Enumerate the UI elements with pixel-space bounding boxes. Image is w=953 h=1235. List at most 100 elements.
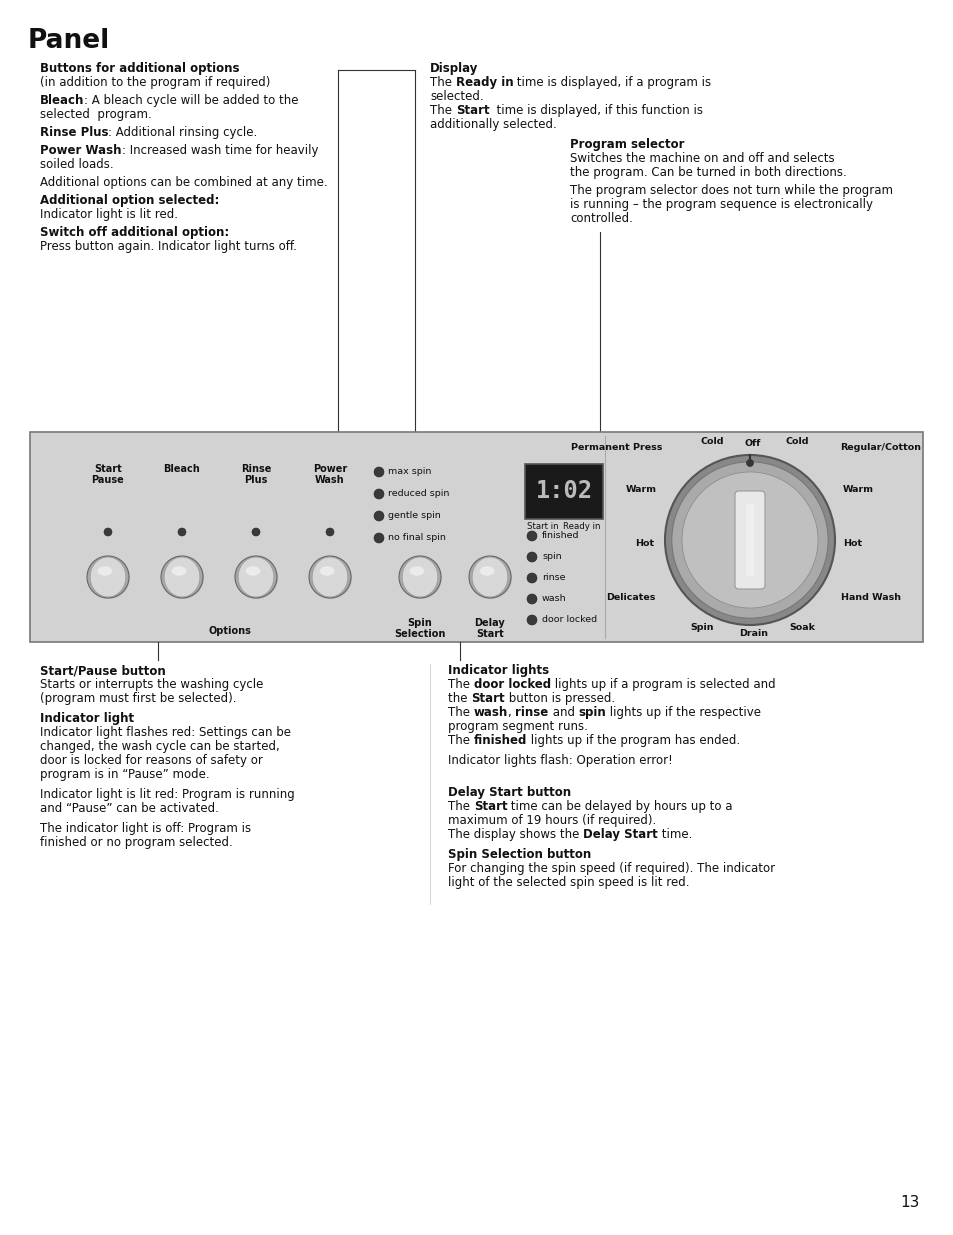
Circle shape [526,531,537,541]
Text: and “Pause” can be activated.: and “Pause” can be activated. [40,802,218,815]
Text: Indicator light is lit red: Program is running: Indicator light is lit red: Program is r… [40,788,294,802]
Ellipse shape [319,567,334,576]
Text: The: The [448,800,474,813]
Text: light of the selected spin speed is lit red.: light of the selected spin speed is lit … [448,876,689,889]
Text: ,: , [507,706,515,719]
Text: is running – the program sequence is electronically: is running – the program sequence is ele… [569,198,872,211]
Text: The indicator light is off: Program is: The indicator light is off: Program is [40,823,251,835]
Text: Hot: Hot [842,540,862,548]
Circle shape [374,467,384,477]
Text: Power Wash: Power Wash [40,144,121,157]
Circle shape [526,594,537,604]
Text: program segment runs.: program segment runs. [448,720,587,734]
Text: door locked: door locked [474,678,550,692]
Text: The: The [430,104,456,117]
Ellipse shape [472,557,507,597]
Text: reduced spin: reduced spin [388,489,449,498]
Text: Switch off additional option:: Switch off additional option: [40,226,229,240]
Text: Regular/Cotton: Regular/Cotton [840,443,920,452]
Circle shape [399,557,441,599]
Text: finished or no program selected.: finished or no program selected. [40,836,233,848]
Ellipse shape [90,557,126,597]
Text: Indicator light: Indicator light [40,713,134,725]
Text: The: The [448,678,474,692]
Circle shape [374,534,384,543]
Text: button is pressed.: button is pressed. [504,692,615,705]
Text: and: and [548,706,578,719]
Text: the program. Can be turned in both directions.: the program. Can be turned in both direc… [569,165,846,179]
Text: rinse: rinse [541,573,565,582]
Circle shape [374,511,384,521]
Text: Display: Display [430,62,477,75]
Text: Spin: Spin [690,624,713,632]
Text: Bleach: Bleach [164,464,200,474]
Circle shape [104,529,112,536]
Text: Pause: Pause [91,475,124,485]
Text: Delay Start: Delay Start [582,827,658,841]
Ellipse shape [238,557,274,597]
Text: Wash: Wash [314,475,344,485]
Text: Start: Start [456,104,489,117]
Bar [745,504,753,576]
Text: maximum of 19 hours (if required).: maximum of 19 hours (if required). [448,814,656,827]
Text: Starts or interrupts the washing cycle: Starts or interrupts the washing cycle [40,678,263,692]
Text: time.: time. [658,827,692,841]
Text: Start in: Start in [526,522,558,531]
Text: : Additional rinsing cycle.: : Additional rinsing cycle. [109,126,257,140]
Text: time can be delayed by hours up to a: time can be delayed by hours up to a [507,800,732,813]
Bar [30,432,923,642]
Text: Cold: Cold [784,437,808,447]
Text: 1:02: 1:02 [535,479,592,504]
Text: lights up if the respective: lights up if the respective [605,706,760,719]
Text: Buttons for additional options: Buttons for additional options [40,62,239,75]
Text: selected  program.: selected program. [40,107,152,121]
Text: selected.: selected. [430,90,483,103]
Circle shape [526,573,537,583]
Text: controlled.: controlled. [569,212,632,225]
Text: door is locked for reasons of safety or: door is locked for reasons of safety or [40,755,263,767]
Text: (program must first be selected).: (program must first be selected). [40,692,236,705]
Text: The: The [448,706,474,719]
Text: Program selector: Program selector [569,138,684,151]
Text: The display shows the: The display shows the [448,827,582,841]
Ellipse shape [409,567,424,576]
Text: rinse: rinse [515,706,548,719]
Text: wash: wash [541,594,566,603]
Text: Delicates: Delicates [606,593,656,601]
Text: Ready in: Ready in [563,522,600,531]
Text: time is displayed, if a program is: time is displayed, if a program is [513,77,711,89]
Text: Delay: Delay [475,618,505,629]
Bar [524,464,602,519]
Text: Additional option selected:: Additional option selected: [40,194,219,207]
Circle shape [469,556,511,598]
Text: Indicator lights flash: Operation error!: Indicator lights flash: Operation error! [448,755,672,767]
Circle shape [398,556,440,598]
Circle shape [470,557,512,599]
Circle shape [526,615,537,625]
Text: Spin: Spin [407,618,432,629]
Text: Indicator lights: Indicator lights [448,664,549,677]
Text: The program selector does not turn while the program: The program selector does not turn while… [569,184,892,198]
Circle shape [309,556,351,598]
Text: changed, the wash cycle can be started,: changed, the wash cycle can be started, [40,740,279,753]
Text: Plus: Plus [244,475,268,485]
Text: lights up if a program is selected and: lights up if a program is selected and [550,678,775,692]
Text: Cold: Cold [700,437,723,447]
Text: Panel: Panel [28,28,111,54]
Ellipse shape [479,567,494,576]
Text: finished: finished [541,531,578,540]
Text: soiled loads.: soiled loads. [40,158,113,170]
Text: Start: Start [476,629,503,638]
Circle shape [252,529,260,536]
Text: additionally selected.: additionally selected. [430,119,557,131]
Circle shape [87,556,129,598]
Text: The: The [430,77,456,89]
Text: Permanent Press: Permanent Press [570,442,661,452]
Text: spin: spin [541,552,561,561]
Text: Press button again. Indicator light turns off.: Press button again. Indicator light turn… [40,240,296,253]
Text: Soak: Soak [788,624,814,632]
Circle shape [374,489,384,499]
Circle shape [310,557,352,599]
Text: Hand Wash: Hand Wash [841,593,900,601]
Circle shape [681,472,817,608]
